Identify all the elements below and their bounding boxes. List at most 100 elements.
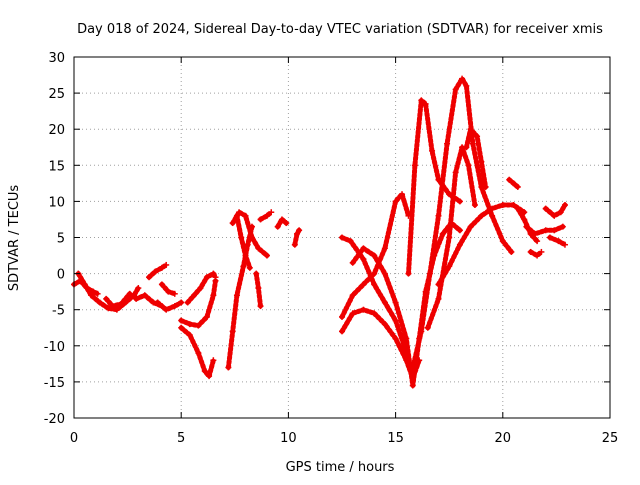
data-point xyxy=(381,245,388,252)
data-point xyxy=(411,162,418,169)
data-layer xyxy=(71,75,568,389)
data-point xyxy=(409,364,416,371)
data-point xyxy=(360,256,367,263)
y-tick-label: 0 xyxy=(57,268,65,283)
data-point xyxy=(197,285,204,292)
data-point xyxy=(392,198,399,205)
data-point xyxy=(210,357,217,364)
data-point xyxy=(165,288,172,295)
data-point xyxy=(257,303,264,310)
data-point xyxy=(263,252,270,259)
data-point xyxy=(195,322,202,329)
y-tick-label: -20 xyxy=(44,412,65,427)
data-point xyxy=(523,223,530,230)
data-point xyxy=(463,144,470,151)
data-series-arc-05 xyxy=(155,300,184,313)
axes: 0 5 10 15 20 25 -20 -15 -10 -5 0 5 10 15 20 25 30 xyxy=(44,51,619,446)
data-point xyxy=(184,299,191,306)
data-point xyxy=(146,274,153,281)
data-point xyxy=(452,86,459,93)
y-tick-label: 25 xyxy=(48,87,65,102)
data-point xyxy=(534,252,541,259)
data-point xyxy=(178,299,185,306)
x-tick-label: 0 xyxy=(70,431,78,446)
data-point xyxy=(88,292,95,299)
data-point xyxy=(225,364,232,371)
y-tick-label: 30 xyxy=(48,51,65,66)
chart-title: Day 018 of 2024, Sidereal Day-to-day VTE… xyxy=(77,22,603,37)
data-point xyxy=(178,317,185,324)
data-point xyxy=(469,140,476,147)
data-point xyxy=(482,183,489,190)
data-point xyxy=(171,303,178,310)
data-point xyxy=(392,335,399,342)
x-tick-label: 20 xyxy=(495,431,512,446)
data-series-arc-18 xyxy=(339,235,414,370)
data-point xyxy=(212,274,219,281)
data-point xyxy=(371,252,378,259)
data-point xyxy=(392,317,399,324)
data-point xyxy=(439,230,446,237)
data-point xyxy=(339,234,345,241)
data-point xyxy=(426,270,433,277)
data-point xyxy=(435,281,442,288)
data-point xyxy=(499,202,506,209)
data-point xyxy=(244,241,251,248)
data-point xyxy=(103,295,110,302)
data-series-arc-22 xyxy=(406,97,463,277)
data-point xyxy=(163,261,170,268)
data-point xyxy=(538,248,545,255)
data-point xyxy=(444,140,451,147)
data-point xyxy=(371,310,378,317)
data-point xyxy=(478,158,485,165)
data-point xyxy=(178,324,185,331)
x-tick-label: 25 xyxy=(602,431,619,446)
data-point xyxy=(96,299,103,306)
data-point xyxy=(467,223,474,230)
data-point xyxy=(186,331,193,338)
data-point xyxy=(405,270,412,277)
data-point xyxy=(542,227,549,234)
data-point xyxy=(291,241,298,248)
data-point xyxy=(456,241,463,248)
data-point xyxy=(274,223,281,230)
data-point xyxy=(242,252,249,259)
data-point xyxy=(409,382,416,389)
data-point xyxy=(435,212,442,219)
data-point xyxy=(508,248,515,255)
data-point xyxy=(283,220,290,227)
x-tick-label: 15 xyxy=(387,431,404,446)
data-point xyxy=(349,292,356,299)
data-point xyxy=(371,270,378,277)
data-series-arc-13 xyxy=(234,213,253,271)
data-point xyxy=(349,310,356,317)
y-tick-label: 10 xyxy=(48,195,65,210)
data-point xyxy=(195,350,202,357)
data-point xyxy=(381,299,388,306)
y-tick-label: -5 xyxy=(52,304,65,319)
data-point xyxy=(435,295,442,302)
data-point xyxy=(499,238,506,245)
data-point xyxy=(459,75,466,82)
data-point xyxy=(452,169,459,176)
data-point xyxy=(126,290,133,297)
data-point xyxy=(489,212,496,219)
x-tick-label: 10 xyxy=(280,431,297,446)
data-point xyxy=(381,270,388,277)
data-point xyxy=(424,324,431,331)
data-point xyxy=(399,191,406,198)
data-point xyxy=(371,281,378,288)
data-point xyxy=(154,299,161,306)
data-point xyxy=(206,373,213,380)
data-point xyxy=(263,212,270,219)
data-point xyxy=(446,234,453,241)
y-tick-label: 5 xyxy=(57,232,65,247)
data-point xyxy=(471,202,478,209)
data-point xyxy=(203,313,210,320)
data-point xyxy=(465,162,472,169)
data-point xyxy=(467,126,474,133)
data-point xyxy=(238,234,245,241)
data-point xyxy=(94,290,101,297)
data-point xyxy=(489,205,496,212)
data-point xyxy=(233,212,240,219)
